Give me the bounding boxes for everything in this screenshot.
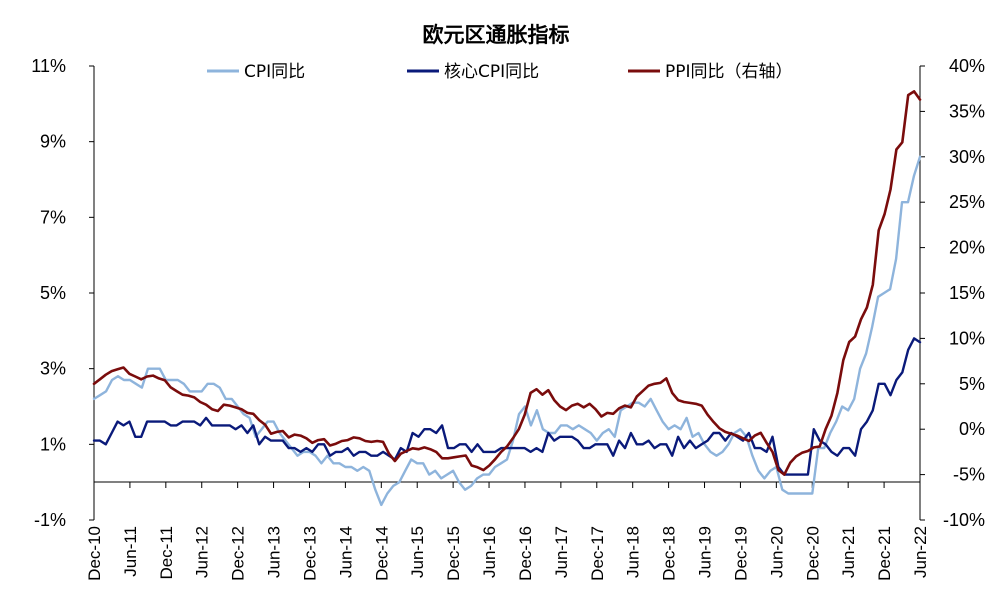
x-tick-label: Dec-16 — [516, 526, 535, 581]
x-tick-label: Dec-13 — [300, 526, 319, 581]
right-tick-label: 30% — [949, 147, 985, 167]
x-tick-label: Jun-22 — [911, 526, 930, 578]
x-tick-label: Dec-20 — [803, 526, 822, 581]
right-tick-label: -5% — [953, 465, 985, 485]
right-tick-label: 5% — [959, 374, 985, 394]
x-axis-ticks: Dec-10 Jun-11 Dec-11 Jun-12 Dec-12 Jun-13 Dec-… — [85, 482, 930, 581]
right-tick-label: 0% — [959, 419, 985, 439]
series-line-2 — [92, 90, 922, 476]
right-axis-ticks: 40% 35% 30% 25% 20% 15% 10% 5% 0% -5% -10% — [920, 56, 985, 530]
left-tick-label: 9% — [40, 132, 66, 152]
x-tick-label: Dec-10 — [85, 526, 104, 581]
x-tick-label: Jun-18 — [624, 526, 643, 578]
x-tick-label: Dec-18 — [660, 526, 679, 581]
legend-label-ppi: PPI同比（右轴） — [665, 62, 793, 82]
series-line-1 — [92, 337, 922, 476]
x-tick-label: Dec-12 — [229, 526, 248, 581]
legend-label-cpi: CPI同比 — [244, 62, 305, 82]
series-lines — [92, 90, 922, 507]
x-tick-label: Jun-20 — [767, 526, 786, 578]
left-axis-ticks: 11% 9% 7% 5% 3% 1% -1% — [31, 56, 94, 530]
right-tick-label: 25% — [949, 192, 985, 212]
x-tick-label: Jun-11 — [121, 526, 140, 577]
right-tick-label: 10% — [949, 328, 985, 348]
x-tick-label: Dec-19 — [731, 526, 750, 581]
plot-area — [93, 66, 921, 520]
x-tick-label: Dec-15 — [444, 526, 463, 581]
x-tick-label: Dec-21 — [875, 526, 894, 581]
left-tick-label: 7% — [40, 207, 66, 227]
legend-label-core-cpi: 核心CPI同比 — [444, 62, 539, 82]
right-tick-label: 40% — [949, 56, 985, 76]
chart-title: 欧元区通胀指标 — [423, 23, 570, 47]
right-tick-label: -10% — [943, 510, 985, 530]
right-tick-label: 15% — [949, 283, 985, 303]
x-tick-label: Dec-11 — [157, 526, 176, 580]
x-tick-label: Dec-17 — [588, 526, 607, 581]
x-tick-label: Jun-13 — [265, 526, 284, 578]
left-tick-label: -1% — [34, 510, 66, 530]
x-tick-label: Jun-15 — [408, 526, 427, 578]
left-tick-label: 3% — [40, 359, 66, 379]
legend: CPI同比 核心CPI同比 PPI同比（右轴） — [207, 62, 793, 82]
right-tick-label: 20% — [949, 238, 985, 258]
x-tick-label: Dec-14 — [372, 526, 391, 581]
x-tick-label: Jun-14 — [336, 526, 355, 578]
x-tick-label: Jun-16 — [480, 526, 499, 578]
right-tick-label: 35% — [949, 101, 985, 121]
left-tick-label: 5% — [40, 283, 66, 303]
x-tick-label: Jun-12 — [193, 526, 212, 578]
series-line-0 — [92, 155, 922, 507]
left-tick-label: 11% — [31, 56, 66, 76]
left-tick-label: 1% — [40, 434, 66, 454]
x-tick-label: Jun-17 — [552, 526, 571, 578]
x-tick-label: Jun-19 — [696, 526, 715, 578]
x-tick-label: Jun-21 — [839, 526, 858, 578]
